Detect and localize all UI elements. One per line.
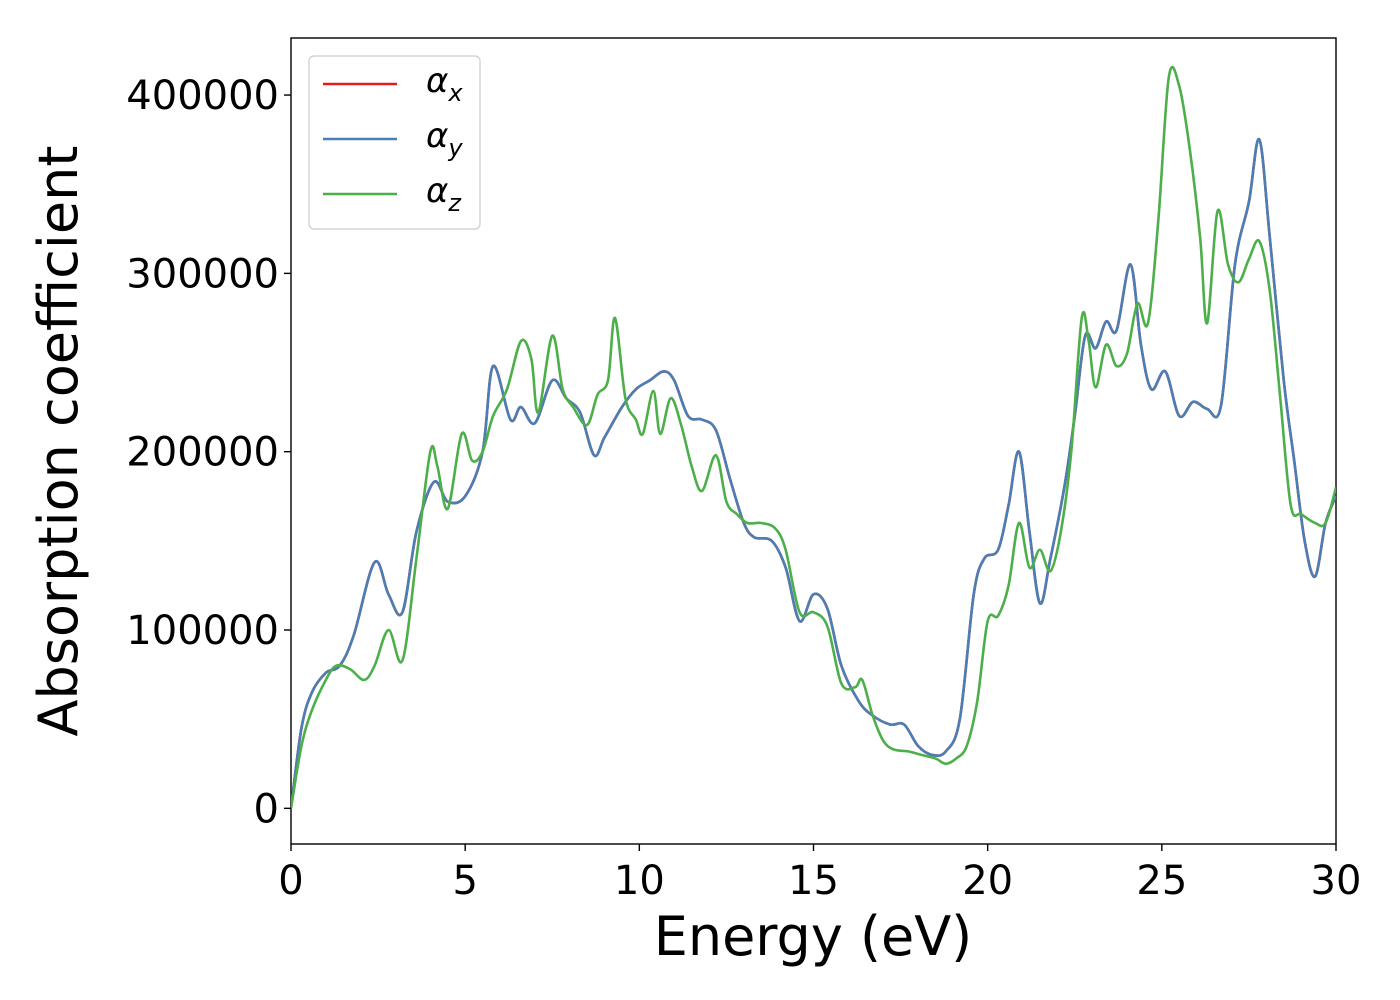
series-line-y xyxy=(291,138,1336,809)
y-tick-label: 100000 xyxy=(126,608,279,654)
x-tick-label: 15 xyxy=(788,858,839,904)
y-tick-label: 300000 xyxy=(126,251,279,297)
x-tick-label: 0 xyxy=(278,858,303,904)
legend-label-z: αz xyxy=(426,171,462,217)
x-tick-label: 20 xyxy=(962,858,1013,904)
legend: αx αy αz xyxy=(308,55,481,230)
x-tick-label: 5 xyxy=(452,858,477,904)
y-tick-label: 400000 xyxy=(126,73,279,119)
y-axis-ticks: 0 100000 200000 300000 400000 xyxy=(126,73,291,832)
y-axis-label: Absorption coefficient xyxy=(27,146,90,737)
legend-entries: αx αy αz xyxy=(323,61,463,217)
x-axis-ticks: 0 5 10 15 20 25 30 xyxy=(278,844,1361,904)
x-axis-label: Energy (eV) xyxy=(654,905,973,968)
legend-label-x: αx xyxy=(426,61,463,107)
x-tick-label: 25 xyxy=(1136,858,1187,904)
series-line-z xyxy=(291,65,1336,809)
legend-label-y: αy xyxy=(426,116,463,162)
series-line-x xyxy=(291,138,1336,809)
x-tick-label: 10 xyxy=(614,858,665,904)
y-tick-label: 0 xyxy=(254,786,279,832)
y-tick-label: 200000 xyxy=(126,430,279,476)
x-tick-label: 30 xyxy=(1311,858,1362,904)
series-layer xyxy=(291,65,1336,809)
legend-box xyxy=(308,55,481,230)
